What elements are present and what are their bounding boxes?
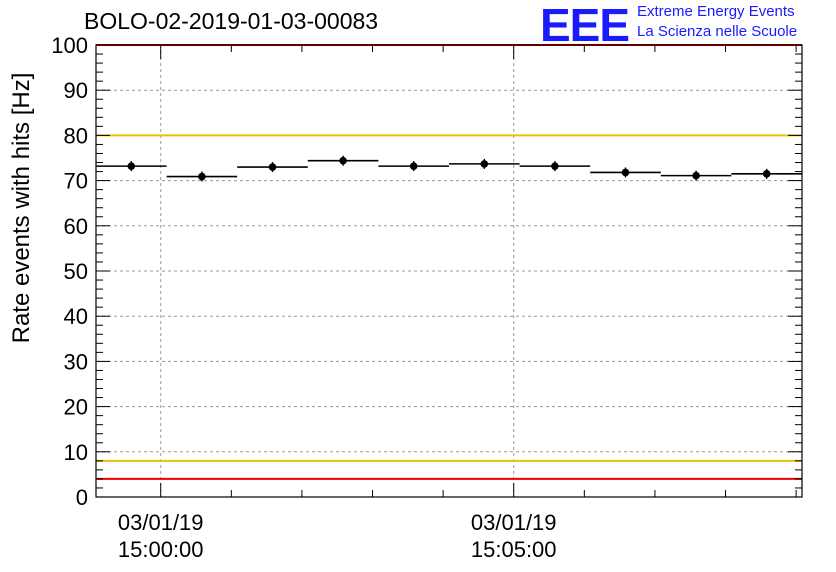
x-tick-date: 03/01/19 <box>118 510 204 535</box>
y-tick-label: 20 <box>64 395 88 420</box>
logo-line-1: Extreme Energy Events <box>637 3 795 20</box>
x-tick-time: 15:00:00 <box>118 537 204 562</box>
y-tick-label: 100 <box>51 33 88 58</box>
logo-line-2: La Scienza nelle Scuole <box>637 23 798 40</box>
plot-frame <box>95 44 803 498</box>
data-point <box>480 160 489 168</box>
data-point <box>198 172 206 181</box>
y-tick-label: 0 <box>76 485 88 510</box>
data-point <box>551 162 559 170</box>
y-tick-label: 80 <box>64 123 88 148</box>
y-tick-label: 60 <box>64 214 88 239</box>
data-point <box>762 170 771 178</box>
data-point <box>127 162 136 170</box>
x-tick-date: 03/01/19 <box>471 510 557 535</box>
y-tick-label: 70 <box>64 169 88 194</box>
eee-logo: EEE <box>540 0 630 51</box>
data-point <box>692 171 700 180</box>
y-tick-label: 50 <box>64 259 88 284</box>
y-tick-label: 10 <box>64 440 88 465</box>
axes: 010203040506070809010003/01/1915:00:0003… <box>51 33 803 562</box>
y-tick-label: 40 <box>64 304 88 329</box>
chart-title: BOLO-02-2019-01-03-00083 <box>84 8 379 34</box>
data-point <box>409 162 418 170</box>
y-tick-label: 30 <box>64 349 88 374</box>
reference-lines <box>96 44 802 480</box>
grid <box>96 45 802 497</box>
data-point <box>621 168 630 177</box>
data-point <box>268 163 277 171</box>
logo-caption: Extreme Energy Events La Scienza nelle S… <box>637 2 797 42</box>
y-tick-label: 90 <box>64 78 88 103</box>
data-series <box>96 155 802 182</box>
x-tick-time: 15:05:00 <box>471 537 557 562</box>
data-point <box>339 156 347 165</box>
